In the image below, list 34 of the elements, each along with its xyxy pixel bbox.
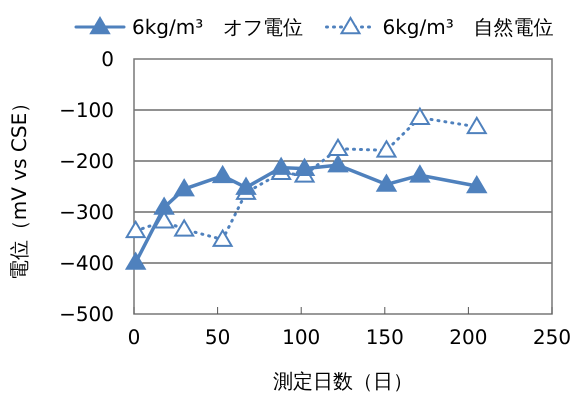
point <box>212 166 233 184</box>
x-tick-label: 200 <box>449 325 488 349</box>
point <box>236 178 256 195</box>
y-tick-label: −500 <box>59 302 114 326</box>
x-tick-label: 250 <box>532 325 572 349</box>
y-tick-label: 0 <box>101 47 114 71</box>
point <box>154 197 174 215</box>
x-tick-label: 100 <box>282 325 320 349</box>
point <box>466 116 487 134</box>
point <box>328 155 348 172</box>
point <box>376 140 396 158</box>
point <box>328 138 348 156</box>
legend-label: 6kg/m³ 自然電位 <box>382 15 554 39</box>
y-tick-label: −100 <box>59 98 114 122</box>
y-tick-label: −300 <box>59 200 114 224</box>
x-tick-label: 0 <box>128 325 140 349</box>
point <box>271 158 292 175</box>
point <box>466 176 487 194</box>
point <box>410 108 430 125</box>
point <box>126 220 146 238</box>
point <box>126 252 146 270</box>
point <box>294 158 315 176</box>
x-tick-label: 50 <box>204 325 230 349</box>
y-tick-label: −400 <box>59 251 114 275</box>
point <box>212 230 233 247</box>
x-tick-label: 150 <box>366 325 404 349</box>
point <box>174 179 194 196</box>
legend-label: 6kg/m³ オフ電位 <box>132 15 304 39</box>
y-tick-label: −200 <box>59 149 114 173</box>
x-axis-title: 測定日数（日） <box>273 369 413 393</box>
point <box>376 174 396 192</box>
point <box>174 219 194 237</box>
y-axis-title: 電位（mV vs CSE） <box>7 92 31 280</box>
point <box>410 165 430 183</box>
